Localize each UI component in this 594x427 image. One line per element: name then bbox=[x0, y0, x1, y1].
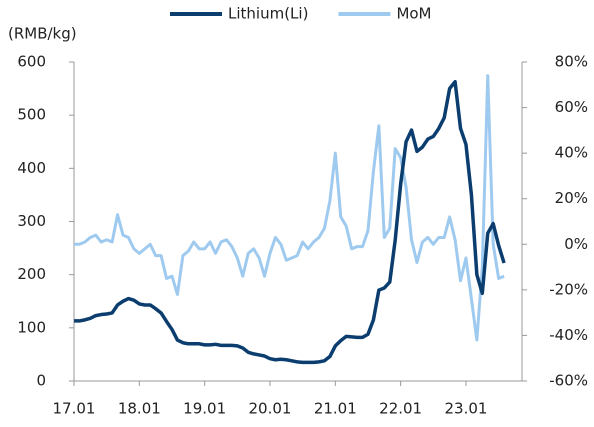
y-tick-label: 600 bbox=[17, 53, 46, 71]
legend-label: MoM bbox=[396, 5, 431, 23]
x-tick-label: 19.01 bbox=[183, 400, 226, 418]
y2-tick-label: 60% bbox=[555, 98, 588, 116]
y-axis-label: (RMB/kg) bbox=[8, 25, 77, 43]
y2-tick-label: 40% bbox=[555, 144, 588, 162]
y-tick-label: 500 bbox=[17, 106, 46, 124]
series-line bbox=[74, 79, 506, 365]
y2-tick-label: -20% bbox=[549, 280, 588, 298]
x-tick-label: 20.01 bbox=[249, 400, 292, 418]
y2-tick-label: 80% bbox=[555, 53, 588, 71]
y-tick-label: 0 bbox=[36, 372, 46, 390]
y2-tick-label: 20% bbox=[555, 189, 588, 207]
x-tick-label: 21.01 bbox=[314, 400, 357, 418]
series-line bbox=[74, 74, 505, 342]
x-tick-label: 22.01 bbox=[379, 400, 422, 418]
y-tick-label: 400 bbox=[17, 159, 46, 177]
y2-tick-label: 0% bbox=[564, 235, 588, 253]
y2-tick-label: -60% bbox=[549, 372, 588, 390]
y2-tick-label: -40% bbox=[549, 326, 588, 344]
y-tick-label: 100 bbox=[17, 318, 46, 336]
y-tick-label: 200 bbox=[17, 265, 46, 283]
legend-label: Lithium(Li) bbox=[228, 5, 308, 23]
y-tick-label: 300 bbox=[17, 212, 46, 230]
x-tick-label: 18.01 bbox=[118, 400, 161, 418]
x-tick-label: 23.01 bbox=[444, 400, 487, 418]
x-tick-label: 17.01 bbox=[53, 400, 96, 418]
